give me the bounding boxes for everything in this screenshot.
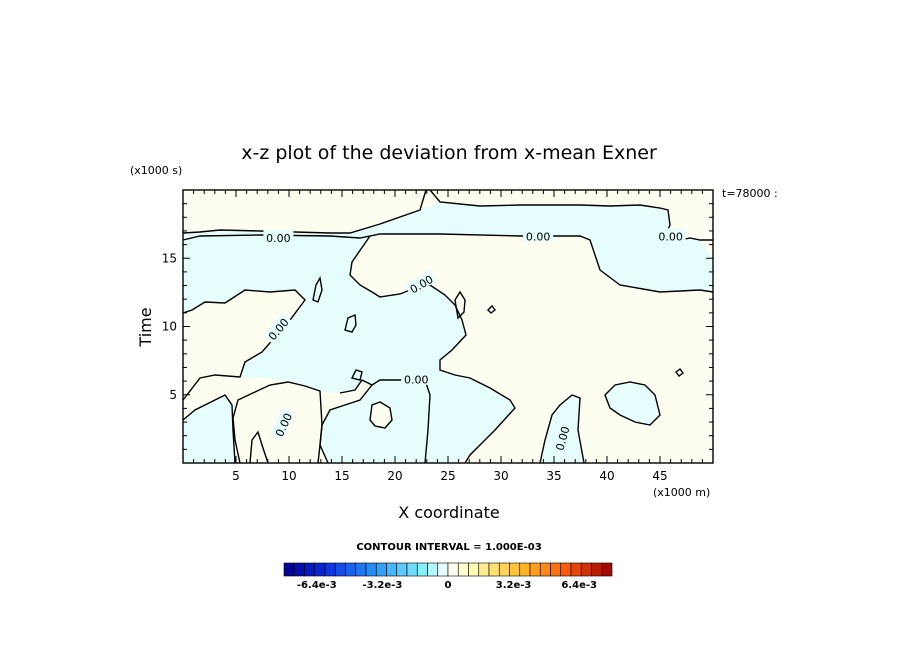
y-tick-label: 15 — [162, 251, 177, 265]
contour-label: 0.00 — [523, 228, 554, 243]
x-tick-label: 15 — [334, 469, 349, 483]
colorbar-cell — [550, 562, 562, 577]
colorbar-labels: -6.4e-3 -3.2e-3 0 3.2e-3 6.4e-3 — [297, 580, 597, 591]
colorbar-cell — [560, 562, 572, 577]
x-tick-label: 25 — [440, 469, 455, 483]
x-tick-label: 40 — [599, 469, 614, 483]
x-tick-label: 10 — [281, 469, 296, 483]
contour-label-bg — [263, 229, 294, 243]
contour-label-bg — [401, 371, 432, 385]
chart-title: x-z plot of the deviation from x-mean Ex… — [241, 142, 657, 164]
colorbar-cell — [416, 562, 428, 577]
axis-ticks — [183, 190, 713, 463]
colorbar-cell — [293, 562, 305, 577]
contour-label: 0.00 — [550, 421, 573, 455]
contour-label-text: 0.00 — [404, 374, 429, 387]
colorbar-cell — [529, 562, 541, 577]
contour-label-bg — [270, 407, 295, 441]
colorbar-cell — [283, 562, 295, 577]
colorbar-cell — [406, 562, 418, 577]
colorbar-cell — [539, 562, 551, 577]
colorbar-cell — [314, 562, 326, 577]
colorbar-cell — [601, 562, 613, 577]
colorbar-tick-label: -3.2e-3 — [363, 580, 403, 591]
y-axis-label: Time — [136, 307, 155, 347]
colorbar-cell — [478, 562, 490, 577]
contour-label-bg — [550, 421, 572, 455]
colorbar-cell — [334, 562, 346, 577]
colorbar-cell — [580, 562, 592, 577]
colorbar — [283, 562, 613, 577]
colorbar-cell — [345, 562, 357, 577]
contour-label-text: 0.00 — [526, 230, 551, 243]
colorbar-cell — [457, 562, 469, 577]
contour-label-bg — [523, 228, 554, 242]
contour-label-bg — [404, 269, 437, 297]
colorbar-tick-label: -6.4e-3 — [297, 580, 337, 591]
colorbar-cell — [386, 562, 398, 577]
x-axis-label: X coordinate — [398, 503, 499, 522]
x-tick-label: 20 — [387, 469, 402, 483]
contour-label: 0.00 — [263, 229, 294, 245]
x-tick-label: 30 — [493, 469, 508, 483]
colorbar-cell — [396, 562, 408, 577]
contour-label-text: 0.00 — [266, 232, 291, 245]
colorbar-tick-label: 3.2e-3 — [496, 580, 532, 591]
colorbar-cell — [365, 562, 377, 577]
contour-label-text: 0.00 — [658, 230, 683, 243]
time-label: t=78000 : — [722, 187, 778, 200]
y-tick-label: 5 — [169, 388, 177, 402]
plot-area: 0.00 0.00 0.000.000.000.000.00 0.00 5 10 15 20… — [162, 189, 714, 483]
colorbar-tick-label: 0 — [445, 580, 452, 591]
colorbar-tick-label: 6.4e-3 — [561, 580, 597, 591]
colorbar-cell — [375, 562, 387, 577]
contour-label-bg — [655, 228, 686, 242]
colorbar-cell — [304, 562, 316, 577]
colorbar-cell — [498, 562, 510, 577]
contour-labels: 0.00 0.00 0.000.000.000.000.00 0.00 — [262, 228, 686, 455]
contour-label: 0.00 — [401, 371, 432, 387]
contour-label-text: 0.00 — [554, 425, 573, 452]
contour-lines — [182, 189, 714, 464]
contour-label: 0.00 — [655, 228, 686, 243]
colorbar-cell — [591, 562, 603, 577]
colorbar-cell — [437, 562, 449, 577]
axis-tick-labels: 5 10 15 20 25 30 35 40 45 5 10 15 — [162, 251, 668, 483]
x-unit-label: (x1000 m) — [653, 486, 710, 499]
colorbar-cell — [509, 562, 521, 577]
colorbar-cell — [570, 562, 582, 577]
y-tick-label: 10 — [162, 320, 177, 334]
y-unit-label: (x1000 s) — [130, 164, 182, 177]
colorbar-cell — [519, 562, 531, 577]
x-tick-label: 5 — [232, 469, 240, 483]
contour-label-bg — [262, 312, 292, 344]
x-tick-label: 45 — [652, 469, 667, 483]
colorbar-cell — [468, 562, 480, 577]
contour-interval-label: CONTOUR INTERVAL = 1.000E-03 — [356, 542, 541, 553]
colorbar-cell — [488, 562, 500, 577]
colorbar-cell — [427, 562, 439, 577]
colorbar-cell — [447, 562, 459, 577]
x-tick-label: 35 — [546, 469, 561, 483]
colorbar-cell — [355, 562, 367, 577]
colorbar-cell — [324, 562, 336, 577]
